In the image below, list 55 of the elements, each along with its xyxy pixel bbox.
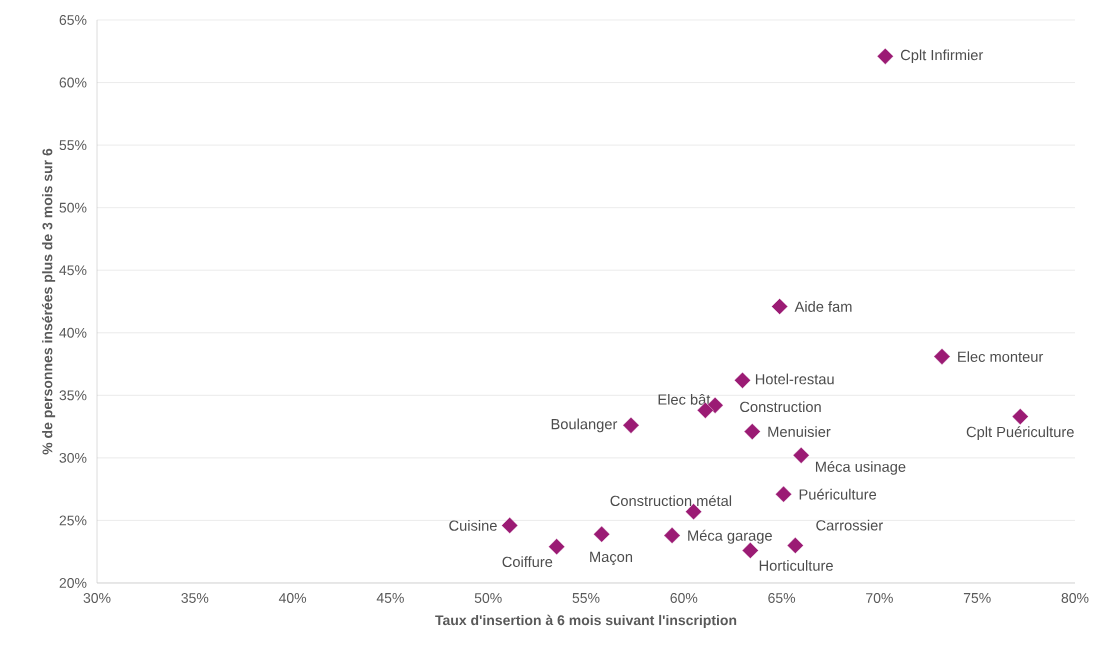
point	[786, 537, 804, 554]
point	[792, 447, 810, 464]
y-tick-label: 40%	[59, 327, 87, 338]
x-tick-label: 55%	[572, 593, 600, 603]
annotation: Aide fam	[794, 301, 852, 312]
annotation: Boulanger	[551, 418, 618, 433]
point	[743, 423, 761, 440]
x-tick-label: 75%	[963, 593, 991, 603]
annotation: Hotel-restau	[755, 373, 834, 385]
annotation: Maçon	[590, 551, 633, 565]
annotation: Menuisier	[768, 426, 831, 437]
x-tick-label: 70%	[866, 593, 893, 603]
x-tick-label: 65%	[768, 593, 796, 603]
point	[622, 417, 640, 434]
x-axis-title: Taux d'insertion à 6 mois suivant l'inscription	[435, 614, 737, 628]
point	[593, 525, 610, 543]
point	[775, 485, 792, 503]
x-tick-label: 30%	[83, 593, 111, 603]
y-tick-label: 25%	[59, 515, 87, 526]
y-tick-label: 35%	[59, 390, 87, 401]
annotation: Elec monteur	[958, 351, 1044, 362]
annotation: Cplt Infirmier	[900, 49, 984, 64]
annotation: Coiffure	[502, 556, 553, 568]
y-tick-label: 55%	[59, 140, 87, 151]
y-tick-label: 50%	[59, 202, 87, 213]
point	[771, 298, 788, 315]
annotation: Puériculture	[799, 488, 877, 500]
x-tick-label: 50%	[474, 593, 502, 603]
point	[501, 517, 519, 534]
y-tick-label: 65%	[59, 15, 87, 25]
point	[1011, 408, 1029, 425]
y-tick-label: 20%	[59, 578, 87, 588]
x-tick-label: 40%	[278, 593, 307, 603]
x-tick-label: 45%	[376, 593, 404, 603]
point	[548, 538, 565, 556]
x-tick-label: 35%	[181, 593, 209, 603]
annotation: Carrossier	[816, 519, 883, 531]
y-axis-title: % de personnes insérées plus de 3 mois sur 6	[41, 148, 56, 455]
annotation: Méca usinage	[815, 460, 906, 475]
point	[663, 527, 681, 544]
annotation: Cuisine	[449, 520, 497, 531]
y-tick-label: 60%	[59, 77, 87, 88]
point	[734, 372, 751, 389]
point	[933, 348, 951, 365]
point	[876, 47, 894, 65]
x-tick-label: 60%	[670, 593, 698, 603]
annotation: Construction métal	[610, 495, 732, 507]
y-tick-label: 30%	[59, 452, 87, 463]
y-tick-label: 45%	[59, 265, 87, 276]
annotation: Cplt Puériculture	[966, 426, 1074, 441]
x-tick-label: 80%	[1061, 593, 1089, 603]
annotation: Elec bât	[658, 393, 711, 405]
annotation: Méca garage	[688, 529, 772, 544]
annotation: Horticulture	[759, 560, 833, 571]
annotation: Construction	[740, 401, 821, 413]
